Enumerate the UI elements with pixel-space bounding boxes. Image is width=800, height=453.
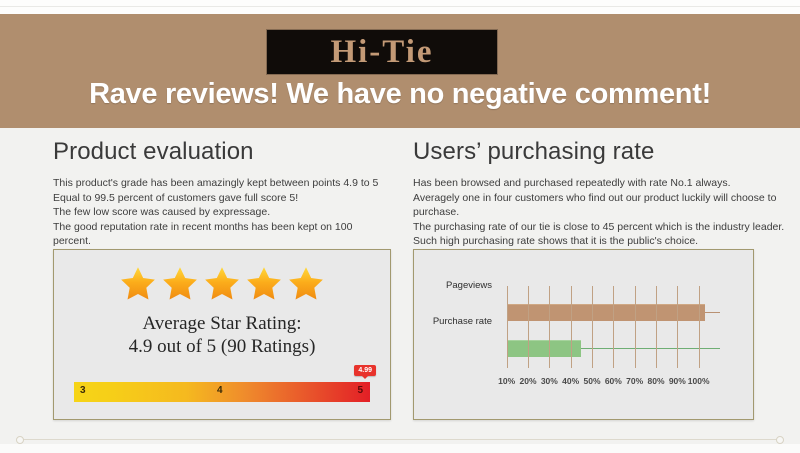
chart-gridline — [506, 286, 508, 368]
brand-logo: Hi-Tie — [267, 30, 497, 74]
chart-baseline-purchase — [506, 348, 720, 349]
left-paragraph-3: The few low score was caused by expressa… — [53, 206, 271, 218]
chart-gridline — [698, 286, 700, 368]
chart-x-tick-label: 40% — [562, 376, 580, 386]
brand-logo-text: Hi-Tie — [330, 33, 434, 70]
chart-x-tick-label: 10% — [498, 376, 516, 386]
chart-gridline — [656, 286, 657, 368]
footer-line — [22, 439, 778, 440]
star-rating-card: Average Star Rating: 4.9 out of 5 (90 Ra… — [53, 249, 391, 420]
purchase-rate-chart-card: Pageviews Purchase rate 10% 20% 30% 40% 50% 6… — [413, 249, 754, 420]
meter-tick-3: 3 — [80, 385, 86, 396]
right-paragraph-4: Such high purchasing rate shows that it … — [413, 235, 699, 247]
rating-label: Average Star Rating: — [142, 313, 302, 334]
rating-summary: Average Star Rating: 4.9 out of 5 (90 Ra… — [54, 312, 390, 358]
star-icon — [289, 267, 323, 300]
chart-x-tick-label: 70% — [626, 376, 644, 386]
chart-gridline — [613, 286, 615, 368]
chart-x-tick-label: 80% — [647, 376, 665, 386]
chart-bar-pageviews — [506, 304, 706, 321]
chart-gridline — [528, 286, 529, 368]
chart-bar-purchase-rate — [506, 340, 582, 357]
footer-dot-right — [776, 436, 784, 444]
right-paragraph-2: Averagely one in four customers who find… — [413, 191, 777, 219]
star-icon — [163, 267, 197, 300]
rating-value: 4.9 out of 5 (90 Ratings) — [128, 336, 316, 357]
right-paragraph-3: The purchasing rate of our tie is close … — [413, 220, 785, 233]
chart-category-label: Purchase rate — [432, 316, 492, 327]
chart-gridline — [570, 286, 572, 368]
star-icon — [247, 267, 281, 300]
score-gradient-bar: 3 4 5 — [74, 382, 370, 402]
chart-x-tick-label: 20% — [519, 376, 537, 386]
bar-chart: Pageviews Purchase rate 10% 20% 30% 40% 50% 6… — [424, 260, 743, 409]
right-column: Users’ purchasing rate Has been browsed … — [413, 138, 785, 249]
meter-marker-badge: 4.99 — [354, 365, 376, 379]
meter-tick-5: 5 — [357, 385, 363, 396]
star-row — [54, 266, 390, 301]
chart-plot-area — [496, 286, 720, 368]
chart-x-tick-label: 50% — [583, 376, 601, 386]
chart-x-tick-label: 30% — [540, 376, 558, 386]
chart-gridline — [677, 286, 679, 368]
footer-divider — [16, 436, 784, 444]
chart-x-axis: 10% 20% 30% 40% 50% 60% 70% 80% 90% 100% — [496, 376, 726, 388]
chart-gridline — [549, 286, 551, 368]
left-section-body: This product's grade has been amazingly … — [53, 176, 393, 249]
top-strip — [0, 0, 800, 14]
star-icon — [121, 267, 155, 300]
right-paragraph-1: Has been browsed and purchased repeatedl… — [413, 177, 731, 189]
footer-dot-left — [16, 436, 24, 444]
chart-x-tick-label: 90% — [668, 376, 686, 386]
left-paragraph-2: Equal to 99.5 percent of customers gave … — [53, 191, 299, 204]
left-paragraph-4: The good reputation rate in recent month… — [53, 220, 353, 248]
chart-x-tick-label: 60% — [604, 376, 622, 386]
star-icon — [205, 267, 239, 300]
right-section-title: Users’ purchasing rate — [413, 138, 655, 165]
right-section-body: Has been browsed and purchased repeatedl… — [413, 176, 785, 249]
meter-tick-4: 4 — [217, 385, 223, 396]
chart-x-tick-label: 100% — [687, 376, 710, 386]
score-meter: 3 4 5 4.99 — [74, 365, 376, 402]
header-band: Hi-Tie Rave reviews! We have no negative… — [0, 14, 800, 128]
headline: Rave reviews! We have no negative commen… — [89, 78, 711, 110]
top-hairline — [0, 6, 800, 7]
chart-gridline — [592, 286, 593, 368]
left-column: Product evaluation This product's grade … — [53, 138, 393, 249]
chart-category-label: Pageviews — [446, 280, 492, 291]
chart-gridline — [634, 286, 636, 368]
left-paragraph-1: This product's grade has been amazingly … — [53, 177, 379, 189]
bottom-strip — [0, 444, 800, 453]
left-section-title: Product evaluation — [53, 138, 254, 165]
